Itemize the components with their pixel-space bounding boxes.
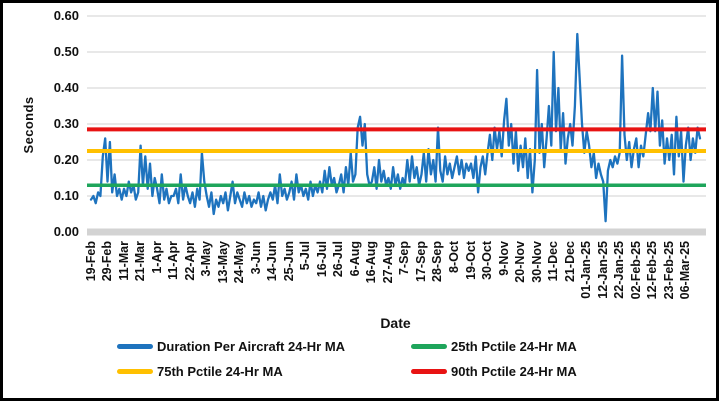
x-tick-label: 23-Feb-25 — [661, 241, 676, 300]
y-tick-label: 0.10 — [53, 188, 79, 203]
x-tick-label: 3-Jun — [248, 241, 263, 275]
y-tick-label: 0.50 — [53, 44, 79, 59]
x-tick-label: 01-Jan-25 — [579, 241, 594, 299]
plot-area — [87, 15, 706, 236]
legend-item-90th-pctile: 90th Pctile 24-Hr MA — [411, 363, 577, 379]
legend-label-duration: Duration Per Aircraft 24-Hr MA — [157, 338, 346, 354]
legend-swatch-90th-pctile-line — [411, 368, 447, 374]
x-tick-label: 11-Mar — [116, 241, 131, 281]
x-tick-label: 16-Aug — [364, 241, 379, 284]
x-tick-label: 11-Dec — [546, 241, 561, 282]
y-tick-label: 0.30 — [53, 116, 79, 131]
x-tick-label: 13-May — [215, 241, 230, 284]
x-tick-label: 26-Jul — [331, 241, 346, 278]
x-tick-label: 12-Feb-25 — [645, 241, 660, 300]
x-tick-label: 3-May — [199, 241, 214, 277]
x-tick-label: 9-Nov — [496, 241, 511, 276]
x-tick-label: 16-Jul — [314, 241, 329, 278]
x-tick-label: 30-Nov — [529, 241, 544, 283]
x-axis-line — [87, 228, 706, 236]
x-tick-label: 21-Mar — [133, 241, 148, 282]
x-tick-label: 28-Sep — [430, 241, 445, 282]
x-tick-label: 30-Oct — [480, 241, 495, 280]
x-tick-label: 8-Oct — [447, 241, 461, 273]
y-tick-label: 0.60 — [53, 8, 79, 23]
x-tick-label: 19-Oct — [463, 241, 478, 280]
x-tick-label: 21-Dec — [562, 241, 577, 282]
legend-swatch-25th-pctile-line — [411, 343, 447, 349]
x-tick-label: 02-Feb-25 — [628, 241, 643, 300]
legend-item-75th-pctile: 75th Pctile 24-Hr MA — [117, 363, 283, 379]
y-tick-label: 0.00 — [53, 224, 79, 239]
x-tick-label: 17-Sep — [413, 241, 428, 282]
x-tick-label: 11-Apr — [166, 241, 181, 280]
x-tick-label: 14-Jun — [265, 241, 280, 282]
legend-swatch-duration-line — [117, 343, 153, 349]
y-tick-label: 0.20 — [53, 152, 79, 167]
x-tick-label: 22-Apr — [182, 241, 197, 281]
x-tick-label: 12-Jan-25 — [595, 241, 610, 299]
legend-label-90th-pctile: 90th Pctile 24-Hr MA — [451, 363, 577, 379]
x-tick-label: 25-Jun — [281, 241, 296, 282]
x-tick-label: 5-Jul — [298, 241, 313, 271]
x-axis-title: Date — [380, 315, 411, 331]
x-tick-label: 6-Aug — [347, 241, 362, 277]
x-tick-label: 06-Mar-25 — [678, 241, 693, 300]
x-tick-label: 22-Jan-25 — [612, 241, 627, 299]
legend-label-75th-pctile: 75th Pctile 24-Hr MA — [157, 363, 283, 379]
legend-item-duration: Duration Per Aircraft 24-Hr MA — [117, 338, 345, 354]
x-tick-label: 20-Nov — [513, 241, 528, 283]
x-tick-label: 24-May — [232, 241, 247, 284]
x-tick-label: 1-Apr — [149, 241, 164, 274]
legend-item-25th-pctile: 25th Pctile 24-Hr MA — [411, 338, 577, 354]
x-tick-label: 29-Feb — [100, 241, 115, 282]
legend-label-25th-pctile: 25th Pctile 24-Hr MA — [451, 338, 577, 354]
y-tick-label: 0.40 — [53, 80, 79, 95]
x-tick-label: 19-Feb — [83, 241, 98, 282]
legend-swatch-75th-pctile-line — [117, 368, 153, 374]
x-tick-label: 7-Sep — [397, 241, 412, 276]
x-tick-label: 27-Aug — [380, 241, 395, 284]
